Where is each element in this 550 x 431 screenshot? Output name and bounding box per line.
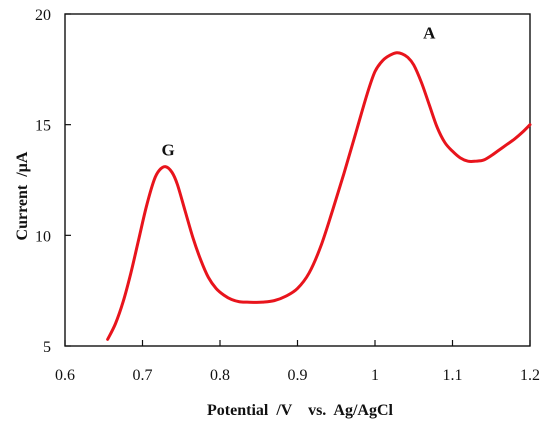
y-tick-label: 15 [35, 118, 51, 135]
y-tick-label: 5 [43, 339, 51, 356]
x-tick-label: 0.6 [55, 367, 75, 384]
x-tick-label: 1 [371, 367, 379, 384]
y-tick-label: 20 [35, 7, 51, 24]
x-tick-label: 1.1 [443, 367, 463, 384]
y-tick-labels: 5 10 15 20 [35, 7, 51, 356]
x-tick-labels: 0.6 0.7 0.8 0.9 1 1.1 1.2 [55, 367, 540, 384]
x-axis-title: Potential /V vs. Ag/AgCl [207, 402, 393, 419]
peak-label-g: G [161, 141, 174, 160]
y-ticks [65, 13, 71, 347]
peak-label-a: A [423, 23, 436, 42]
axes-frame [64, 13, 531, 347]
x-ticks [64, 340, 531, 346]
x-tick-label: 1.2 [520, 367, 540, 384]
x-tick-label: 0.7 [133, 367, 153, 384]
y-tick-label: 10 [35, 228, 51, 245]
y-axis-title: Current /µA [14, 151, 31, 240]
annotation-layer: GA [161, 23, 436, 159]
x-tick-label: 0.9 [288, 367, 308, 384]
series-line-0 [106, 51, 532, 341]
series-layer [106, 51, 532, 341]
x-tick-label: 0.8 [210, 367, 230, 384]
plot-frame [64, 13, 531, 347]
